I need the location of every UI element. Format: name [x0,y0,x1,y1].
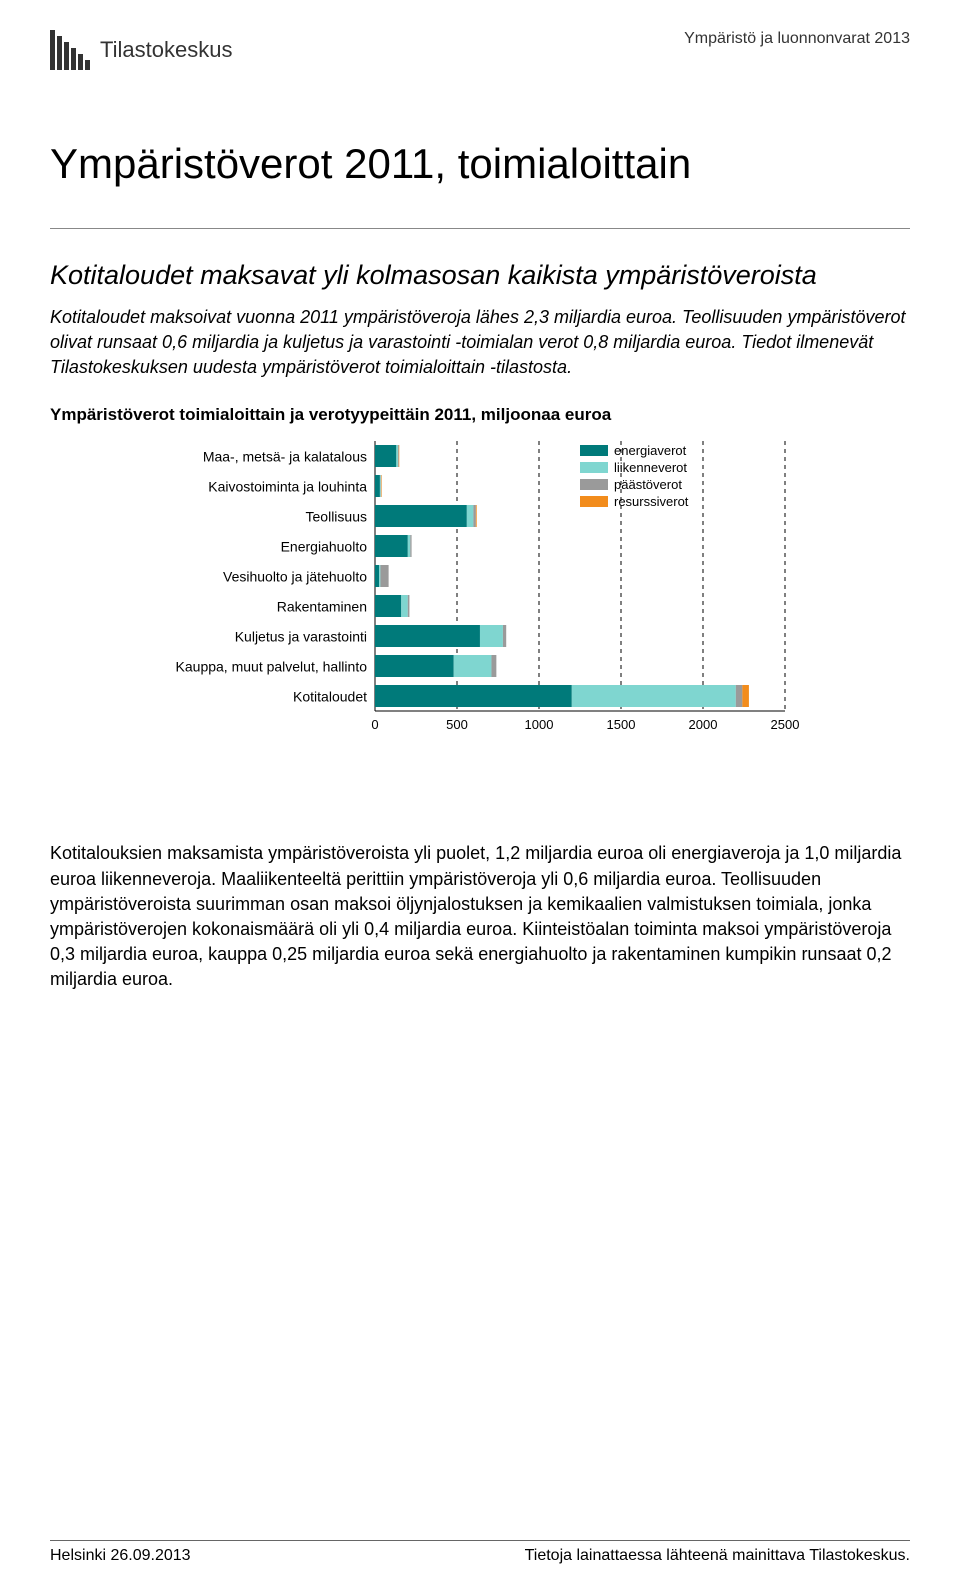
svg-text:2500: 2500 [771,717,800,732]
svg-text:1500: 1500 [607,717,636,732]
chart-container: 0 500 1000 1500 2000 2500 Maa-, metsä- ja kala… [50,431,910,791]
svg-text:Kauppa, muut palvelut, hallint: Kauppa, muut palvelut, hallinto [176,659,368,675]
footer-separator [50,1540,910,1541]
intro-paragraph: Kotitaloudet maksoivat vuonna 2011 ympär… [50,305,910,381]
category-label: Ympäristö ja luonnonvarat 2013 [684,30,910,48]
svg-text:Kaivostoiminta ja louhinta: Kaivostoiminta ja louhinta [208,479,367,495]
svg-text:Teollisuus: Teollisuus [306,509,367,525]
footer-date: Helsinki 26.09.2013 [50,1547,191,1565]
logo-icon [50,30,90,70]
svg-text:2000: 2000 [689,717,718,732]
page: Tilastokeskus Ympäristö ja luonnonvarat … [0,0,960,1585]
chart-title: Ympäristöverot toimialoittain ja verotyy… [50,405,910,425]
svg-text:liikenneverot: liikenneverot [614,460,687,475]
page-title: Ympäristöverot 2011, toimialoittain [50,140,910,188]
svg-text:energiaverot: energiaverot [614,443,687,458]
logo: Tilastokeskus [50,30,232,70]
svg-text:0: 0 [371,717,378,732]
title-separator [50,228,910,229]
svg-text:Rakentaminen: Rakentaminen [277,599,367,615]
footer-citation: Tietoja lainattaessa lähteenä mainittava… [525,1547,910,1565]
svg-text:500: 500 [446,717,468,732]
stacked-bar-chart: 0 500 1000 1500 2000 2500 Maa-, metsä- ja kala… [150,431,810,791]
svg-text:Kuljetus ja varastointi: Kuljetus ja varastointi [235,629,367,645]
header-bar: Tilastokeskus Ympäristö ja luonnonvarat … [50,30,910,70]
svg-text:Vesihuolto ja jätehuolto: Vesihuolto ja jätehuolto [223,569,367,585]
body-paragraph: Kotitalouksien maksamista ympäristöveroi… [50,841,910,992]
logo-text: Tilastokeskus [100,37,232,63]
svg-text:resurssiverot: resurssiverot [614,494,689,509]
svg-text:Energiahuolto: Energiahuolto [281,539,368,555]
svg-text:Maa-, metsä- ja kalatalous: Maa-, metsä- ja kalatalous [203,449,367,465]
svg-text:Kotitaloudet: Kotitaloudet [293,689,367,705]
subtitle: Kotitaloudet maksavat yli kolmasosan kai… [50,259,910,293]
footer: Helsinki 26.09.2013 Tietoja lainattaessa… [50,1532,910,1565]
svg-text:päästöverot: päästöverot [614,477,682,492]
svg-text:1000: 1000 [525,717,554,732]
